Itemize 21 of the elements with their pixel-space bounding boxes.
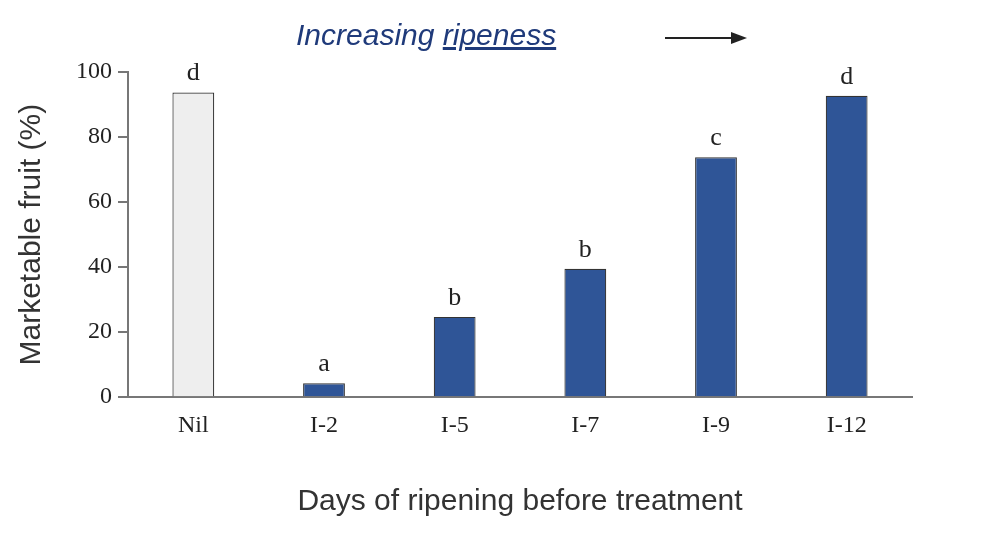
data-label: d: [186, 57, 200, 87]
y-tick-label: 100: [76, 57, 112, 84]
x-axis-title: Days of ripening before treatment: [297, 483, 744, 517]
y-axis-title: Marketable fruit (%): [13, 103, 47, 366]
x-tick-label: I-2: [310, 410, 338, 437]
x-tick-label: I-9: [702, 410, 730, 437]
y-tick-label: 40: [88, 252, 112, 279]
data-label: c: [710, 122, 722, 152]
data-label: b: [448, 281, 462, 311]
y-tick-label: 0: [100, 382, 112, 409]
y-tick-label: 60: [88, 187, 112, 214]
data-label: d: [840, 60, 854, 90]
y-tick-label: 80: [88, 122, 112, 149]
data-label: b: [578, 233, 592, 263]
x-tick-label: I-12: [826, 410, 867, 437]
data-label: a: [318, 348, 331, 378]
x-tick-label: Nil: [178, 410, 209, 437]
x-tick-label: I-5: [440, 410, 469, 437]
text: Increasing ripeness: [296, 18, 557, 52]
y-tick-label: 20: [88, 317, 112, 344]
x-tick-label: I-7: [571, 410, 600, 437]
